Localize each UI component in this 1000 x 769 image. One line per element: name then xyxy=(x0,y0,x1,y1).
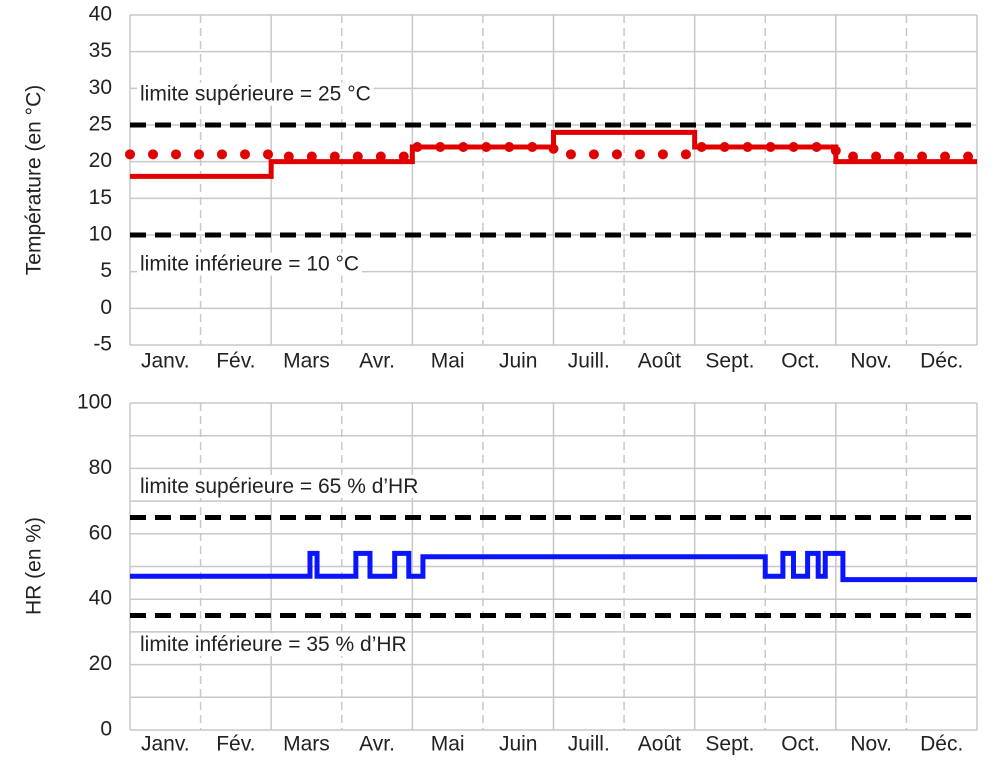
x-tick-label: Juill. xyxy=(568,733,610,756)
y-tick-label: 0 xyxy=(100,718,112,741)
limit-label: limite inférieure = 10 °C xyxy=(140,253,359,276)
x-tick-label: Mars xyxy=(283,350,330,373)
x-tick-label: Juill. xyxy=(568,350,610,373)
x-tick-label: Nov. xyxy=(850,350,892,373)
x-tick-label: Sept. xyxy=(705,350,754,373)
y-tick-label: -5 xyxy=(93,333,112,356)
y-tick-label: 20 xyxy=(89,652,112,675)
x-tick-label: Sept. xyxy=(705,733,754,756)
x-tick-label: Avr. xyxy=(359,350,395,373)
x-tick-label: Juin xyxy=(499,350,538,373)
y-tick-label: 25 xyxy=(89,113,112,136)
x-tick-label: Janv. xyxy=(141,350,190,373)
data-line xyxy=(130,550,977,583)
x-tick-label: Janv. xyxy=(141,733,190,756)
x-tick-label: Avr. xyxy=(359,733,395,756)
y-axis-label: HR (en %) xyxy=(23,517,46,615)
y-tick-label: 100 xyxy=(77,391,112,414)
y-tick-label: 35 xyxy=(89,39,112,62)
y-tick-label: 40 xyxy=(89,587,112,610)
y-tick-label: 80 xyxy=(89,456,112,479)
x-tick-label: Mars xyxy=(283,733,330,756)
data-line xyxy=(125,142,982,162)
y-tick-label: 15 xyxy=(89,186,112,209)
x-tick-label: Août xyxy=(638,350,681,373)
label-background xyxy=(137,252,363,276)
x-tick-label: Oct. xyxy=(781,350,820,373)
y-tick-label: 0 xyxy=(100,296,112,319)
x-tick-label: Mai xyxy=(431,350,465,373)
x-tick-label: Fév. xyxy=(216,350,255,373)
label-background xyxy=(137,474,422,498)
y-axis-label: Température (en °C) xyxy=(23,85,46,275)
x-tick-label: Fév. xyxy=(216,733,255,756)
x-tick-label: Nov. xyxy=(850,733,892,756)
x-tick-label: Déc. xyxy=(920,733,963,756)
y-tick-label: 60 xyxy=(89,521,112,544)
limit-label: limite supérieure = 25 °C xyxy=(140,83,371,106)
y-tick-label: 30 xyxy=(89,76,112,99)
x-tick-label: Août xyxy=(638,733,681,756)
x-tick-label: Déc. xyxy=(920,350,963,373)
limit-label: limite inférieure = 35 % d’HR xyxy=(140,633,407,656)
label-background xyxy=(137,633,410,657)
y-tick-label: 40 xyxy=(89,3,112,26)
y-tick-label: 20 xyxy=(89,149,112,172)
y-tick-label: 10 xyxy=(89,223,112,246)
limit-label: limite supérieure = 65 % d’HR xyxy=(140,475,418,498)
x-tick-label: Mai xyxy=(431,733,465,756)
label-background xyxy=(137,82,374,106)
x-tick-label: Oct. xyxy=(781,733,820,756)
x-tick-label: Juin xyxy=(499,733,538,756)
y-tick-label: 5 xyxy=(100,259,112,282)
